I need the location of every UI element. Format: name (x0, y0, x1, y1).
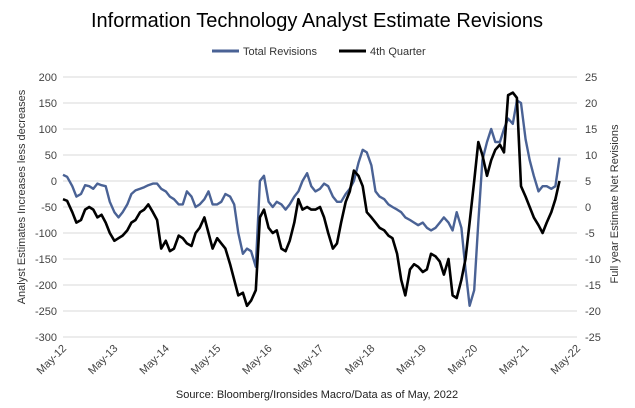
x-tick-label: May-14 (137, 343, 171, 377)
x-tick-label: May-15 (189, 343, 223, 377)
y-left-tick-label: 0 (51, 176, 57, 188)
source-note: Source: Bloomberg/Ironsides Macro/Data a… (176, 389, 458, 401)
x-tick-label: May-20 (446, 343, 480, 377)
y-right-tick-label: 15 (585, 124, 597, 136)
y-left-tick-label: -200 (35, 280, 57, 292)
x-tick-label: May-16 (240, 343, 274, 377)
y-left-tick-label: -250 (35, 306, 57, 318)
x-tick-label: May-21 (497, 343, 531, 377)
x-tick-label: May-13 (86, 343, 120, 377)
y-axis-right-label: Full year Estimate Net Revisions (609, 124, 621, 283)
y-left-tick-label: 200 (39, 72, 57, 84)
y-left-tick-label: -50 (41, 202, 57, 214)
y-left-tick-label: 100 (39, 124, 57, 136)
y-right-tick-label: 0 (585, 202, 591, 214)
y-left-tick-label: 50 (45, 150, 57, 162)
y-right-tick-label: -20 (585, 306, 601, 318)
legend: Total Revisions 4th Quarter (212, 46, 426, 58)
y-right-tick-label: 5 (585, 176, 591, 188)
y-axis-left-label: Analyst Estimates Increases less decreas… (16, 89, 28, 304)
y-left-tick-label: -150 (35, 254, 57, 266)
y-right-tick-label: -5 (585, 228, 595, 240)
series-layer (62, 91, 561, 308)
y-axis-right-ticks: 25 20 15 10 5 0 -5 -10 -15 -20 -25 (585, 72, 601, 344)
chart-title: Information Technology Analyst Estimate … (91, 10, 543, 32)
y-right-tick-label: 25 (585, 72, 597, 84)
x-tick-label: May-17 (292, 343, 326, 377)
gridlines (63, 76, 577, 338)
x-tick-label: May-22 (549, 343, 583, 377)
legend-label-total-revisions: Total Revisions (243, 46, 317, 58)
y-right-tick-label: -10 (585, 254, 601, 266)
y-right-tick-label: 10 (585, 150, 597, 162)
y-left-tick-label: -300 (35, 332, 57, 344)
y-right-tick-label: -25 (585, 332, 601, 344)
series-line-4th-quarter (62, 91, 561, 308)
y-left-tick-label: -100 (35, 228, 57, 240)
y-right-tick-label: -15 (585, 280, 601, 292)
x-tick-label: May-19 (394, 343, 428, 377)
y-right-tick-label: 20 (585, 98, 597, 110)
series-line-total-revisions (62, 99, 561, 307)
x-tick-label: May-12 (35, 343, 69, 377)
y-axis-left-ticks: 200 150 100 50 0 -50 -100 -150 -200 -250 -300 (35, 72, 57, 344)
y-left-tick-label: 150 (39, 98, 57, 110)
x-axis-ticks: May-12 May-13 May-14 May-15 May-16 May-17 May-… (35, 343, 583, 377)
x-tick-label: May-18 (343, 343, 377, 377)
legend-label-4th-quarter: 4th Quarter (370, 46, 426, 58)
